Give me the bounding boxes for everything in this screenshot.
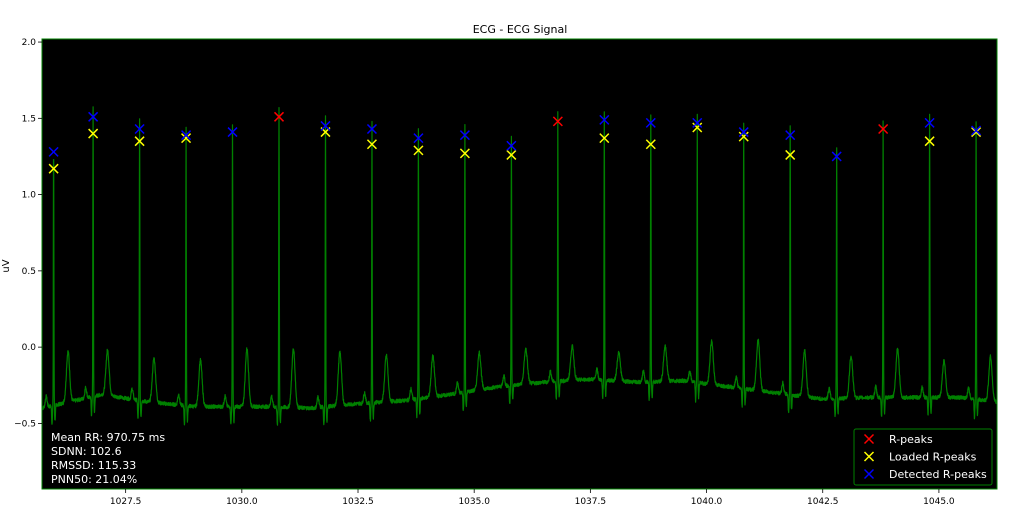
y-tick-label: 2.0 [22, 38, 37, 48]
marker-point [599, 133, 610, 144]
legend-item: Loaded R-peaks [863, 451, 977, 464]
marker-point [738, 131, 749, 142]
y-tick-label: 1.0 [22, 191, 37, 201]
x-tick-label: 1040.0 [691, 497, 723, 507]
marker-point [924, 136, 935, 147]
marker-point [227, 127, 238, 138]
legend-marker [863, 433, 875, 445]
y-tick-label: −0.5 [14, 419, 36, 429]
legend-item: Detected R-peaks [863, 468, 987, 481]
marker-point [88, 111, 99, 122]
x-tick-label: 1035.0 [458, 497, 490, 507]
marker-point [971, 125, 982, 136]
series-detected-r-peaks [48, 111, 982, 162]
marker-point [459, 130, 470, 141]
x-tick-label: 1037.5 [575, 497, 607, 507]
marker-point [48, 163, 59, 174]
marker-point [181, 133, 192, 144]
stats-line: PNN50: 21.04% [51, 473, 137, 486]
marker-point [459, 148, 470, 159]
marker-point [878, 123, 889, 135]
marker-point [506, 149, 517, 160]
x-tick-label: 1032.5 [342, 497, 374, 507]
marker-point [924, 117, 935, 128]
legend: R-peaks Loaded R-peaks Detected R-peaks [853, 428, 993, 486]
ecg-signal-line [41, 106, 998, 426]
chart-title: ECG - ECG Signal [473, 23, 568, 36]
stats-line: RMSSD: 115.33 [51, 459, 136, 472]
marker-point [413, 133, 424, 144]
marker-point [181, 130, 192, 141]
x-tick-label: 1045.0 [923, 497, 955, 507]
x-tick-label: 1027.5 [110, 497, 142, 507]
series-r-peaks [273, 111, 889, 135]
marker-point [971, 127, 982, 138]
y-tick-label: 0.0 [22, 343, 37, 353]
marker-point [692, 122, 703, 133]
legend-label: Loaded R-peaks [889, 451, 977, 464]
y-tick-label: 0.5 [22, 267, 36, 277]
marker-point [413, 145, 424, 156]
marker-point [692, 117, 703, 128]
legend-label: Detected R-peaks [889, 468, 987, 481]
y-axis: −0.5 0.0 0.5 1.0 1.5 2.0 [14, 38, 42, 429]
marker-point [273, 111, 285, 122]
marker-point [785, 149, 796, 160]
legend-label: R-peaks [889, 433, 933, 446]
marker-point [134, 136, 145, 147]
marker-point [552, 116, 563, 127]
marker-point [645, 117, 656, 128]
marker-point [738, 127, 749, 138]
marker-point [645, 139, 656, 150]
legend-item: R-peaks [863, 433, 933, 446]
y-axis-label: uV [1, 259, 12, 272]
marker-point [785, 130, 796, 141]
marker-point [831, 151, 842, 162]
marker-point [134, 123, 145, 135]
x-axis: 1027.5 1030.0 1032.5 1035.0 1037.5 1040.0 1042… [110, 489, 955, 507]
marker-point [366, 139, 377, 150]
stats-line: Mean RR: 970.75 ms [51, 431, 165, 444]
plot-area [41, 38, 998, 490]
marker-point [599, 114, 610, 125]
marker-point [366, 123, 377, 135]
plot-frame [41, 38, 998, 490]
marker-point [48, 146, 59, 157]
legend-marker [863, 468, 875, 480]
y-tick-label: 1.5 [22, 114, 36, 124]
x-tick-label: 1042.5 [807, 497, 839, 507]
marker-point [320, 120, 331, 131]
stats-line: SDNN: 102.6 [51, 445, 122, 458]
legend-marker [863, 451, 875, 462]
legend-box [853, 428, 993, 486]
marker-point [506, 140, 517, 151]
marker-point [88, 128, 99, 139]
x-tick-label: 1030.0 [226, 497, 258, 507]
